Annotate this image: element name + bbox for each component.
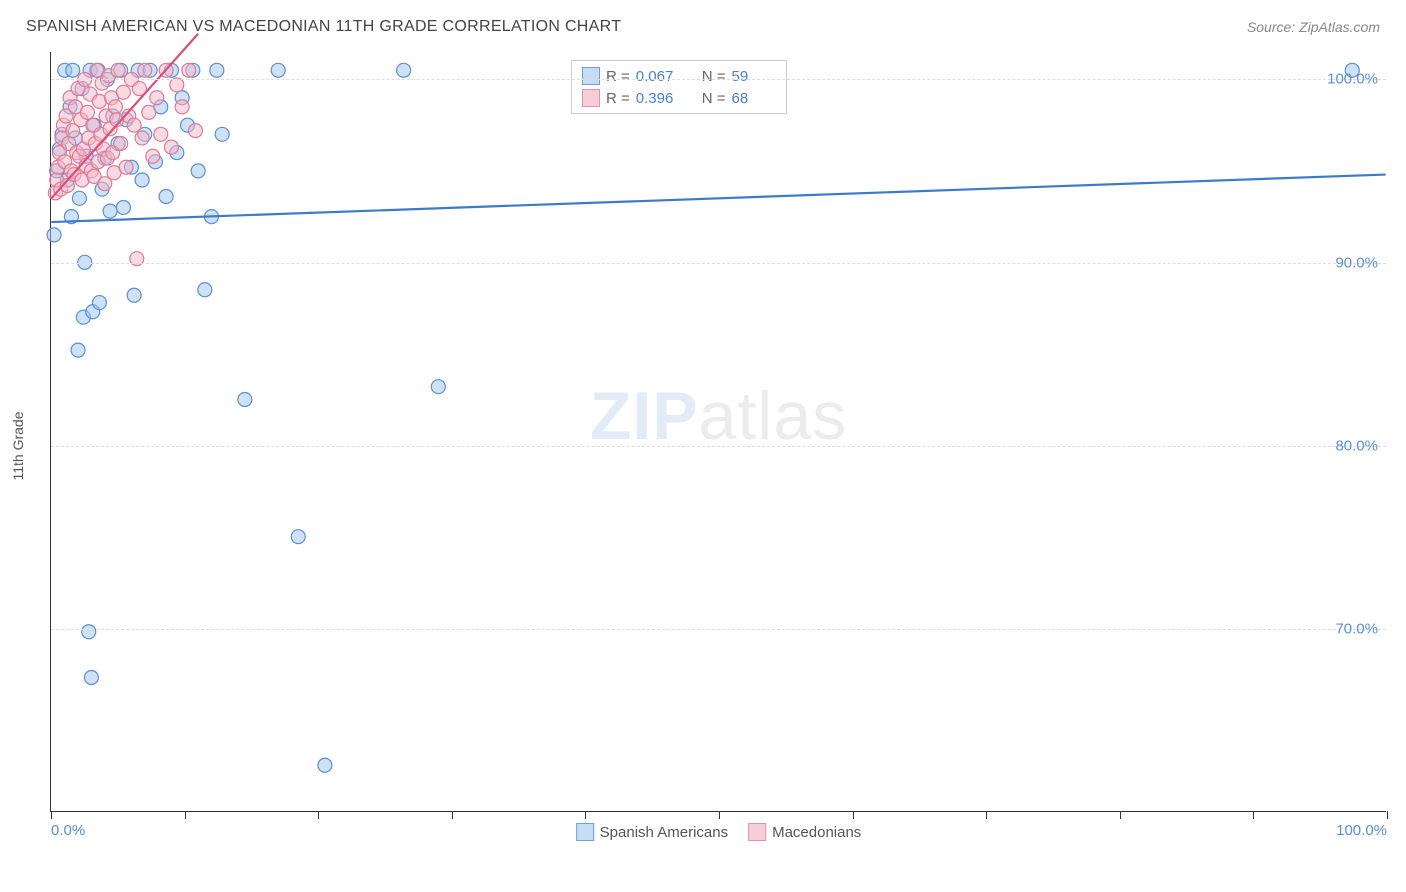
scatter-point-spanish [271,63,285,77]
legend-r-value: 0.396 [636,90,680,107]
legend-bottom-item: Spanish Americans [576,823,728,841]
x-tick [185,811,186,819]
legend-top-row: R = 0.067 N = 59 [582,65,776,87]
scatter-point-macedonian [150,91,164,105]
gridline-h [51,79,1386,80]
scatter-point-spanish [71,343,85,357]
scatter-point-spanish [116,200,130,214]
y-axis-label: 11th Grade [10,411,26,480]
legend-top-row: R = 0.396 N = 68 [582,87,776,109]
chart-title: SPANISH AMERICAN VS MACEDONIAN 11TH GRAD… [26,18,621,36]
scatter-point-spanish [103,204,117,218]
gridline-h [51,446,1386,447]
legend-swatch [582,67,600,85]
legend-r-label: R = [606,68,630,85]
trend-line-spanish [51,175,1385,223]
chart-header: SPANISH AMERICAN VS MACEDONIAN 11TH GRAD… [26,18,1380,36]
gridline-h [51,629,1386,630]
scatter-point-spanish [191,164,205,178]
x-tick [452,811,453,819]
legend-top: R = 0.067 N = 59 R = 0.396 N = 68 [571,60,787,114]
legend-swatch [576,823,594,841]
legend-bottom-label: Spanish Americans [600,824,728,841]
scatter-point-macedonian [111,63,125,77]
scatter-point-macedonian [175,100,189,114]
scatter-point-spanish [215,127,229,141]
legend-bottom-label: Macedonians [772,824,861,841]
scatter-point-spanish [318,758,332,772]
legend-n-label: N = [702,68,726,85]
scatter-point-spanish [159,189,173,203]
scatter-point-spanish [66,63,80,77]
scatter-point-spanish [397,63,411,77]
chart-svg [51,52,1386,811]
x-tick-label: 0.0% [51,822,85,839]
y-tick-label: 90.0% [1335,254,1378,271]
scatter-point-spanish [210,63,224,77]
x-tick [1120,811,1121,819]
x-tick [719,811,720,819]
scatter-point-spanish [92,296,106,310]
legend-bottom-item: Macedonians [748,823,861,841]
scatter-point-spanish [82,625,96,639]
plot-area: ZIPatlas R =0.067N =59R =0.396N =68 Span… [50,52,1386,812]
scatter-point-spanish [84,670,98,684]
x-tick [1387,811,1388,819]
scatter-point-macedonian [164,140,178,154]
legend-n-value: 59 [732,68,776,85]
scatter-point-spanish [135,173,149,187]
y-tick-label: 70.0% [1335,620,1378,637]
x-tick [51,811,52,819]
legend-r-value: 0.067 [636,68,680,85]
x-tick [585,811,586,819]
scatter-point-macedonian [114,136,128,150]
legend-r-label: R = [606,90,630,107]
scatter-point-macedonian [116,85,130,99]
scatter-point-spanish [72,191,86,205]
scatter-point-spanish [127,288,141,302]
x-tick [1253,811,1254,819]
y-tick-label: 100.0% [1327,71,1378,88]
x-tick [318,811,319,819]
scatter-point-macedonian [135,131,149,145]
legend-swatch [582,89,600,107]
scatter-point-macedonian [108,100,122,114]
scatter-point-macedonian [146,149,160,163]
scatter-point-macedonian [138,63,152,77]
x-tick [853,811,854,819]
scatter-point-spanish [238,393,252,407]
gridline-h [51,263,1386,264]
y-tick-label: 80.0% [1335,437,1378,454]
scatter-point-macedonian [80,105,94,119]
legend-n-label: N = [702,90,726,107]
scatter-point-spanish [291,530,305,544]
scatter-point-macedonian [127,118,141,132]
scatter-point-spanish [431,380,445,394]
scatter-point-macedonian [188,124,202,138]
scatter-point-spanish [47,228,61,242]
legend-n-value: 68 [732,90,776,107]
scatter-point-macedonian [154,127,168,141]
scatter-point-macedonian [182,63,196,77]
x-tick-label: 100.0% [1336,822,1387,839]
scatter-point-spanish [198,283,212,297]
chart-source: Source: ZipAtlas.com [1247,19,1380,35]
legend-bottom: Spanish Americans Macedonians [576,823,862,841]
scatter-point-macedonian [142,105,156,119]
x-tick [986,811,987,819]
legend-swatch [748,823,766,841]
scatter-point-macedonian [119,160,133,174]
